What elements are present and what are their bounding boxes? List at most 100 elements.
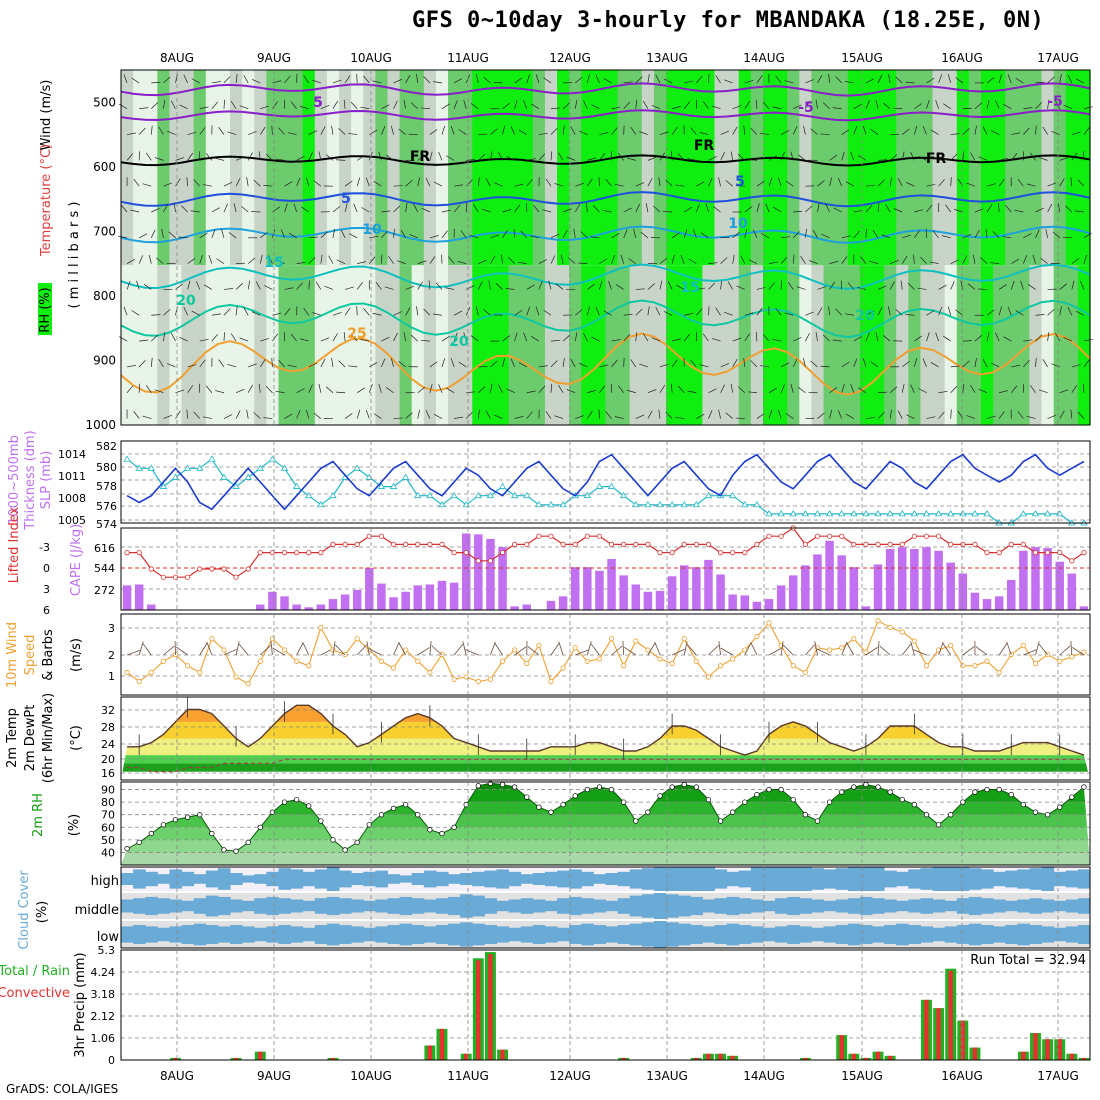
- upper-wind-barb: [186, 177, 188, 187]
- upper-wind-barb: [938, 390, 948, 394]
- upper-wind-barb: [877, 179, 885, 187]
- upper-wind-barb: [151, 102, 158, 109]
- cloud-cell: [351, 873, 364, 885]
- cape-bar: [328, 599, 338, 610]
- rh-cell-upper: [932, 70, 946, 266]
- upper-wind-barb: [235, 283, 243, 290]
- upper-wind-barb: [1002, 236, 1012, 239]
- upper-wind-barb: [787, 281, 794, 290]
- upper-wind-barb: [817, 180, 825, 187]
- upper-wind-barb: [191, 310, 200, 316]
- wind-barb: [514, 646, 527, 656]
- upper-wind-barb: [514, 204, 521, 213]
- cloud-cell: [762, 927, 776, 942]
- thickness-point: [414, 491, 422, 499]
- ylabel-1000-500mb: 1000~500mb: [7, 435, 22, 525]
- cloud-cell: [884, 899, 897, 913]
- upper-wind-barb: [284, 75, 291, 84]
- upper-wind-barb: [393, 228, 395, 238]
- rh2m-point: [596, 784, 603, 790]
- upper-wind-barb: [990, 262, 1000, 264]
- temp-tick-16: 16: [101, 767, 115, 780]
- upper-wind-barb: [702, 333, 709, 342]
- rh-cell-upper: [557, 70, 570, 266]
- cape-bar: [910, 548, 919, 610]
- rh2m-point: [681, 781, 687, 788]
- cloud-cell: [871, 898, 885, 914]
- wind-speed-point: [984, 658, 990, 664]
- wind-barb: [238, 644, 249, 656]
- upper-wind-barb: [805, 228, 807, 238]
- upper-wind-barb: [533, 204, 540, 213]
- rh2m-point: [875, 784, 881, 790]
- wind-speed-point: [257, 658, 263, 664]
- upper-wind-barb: [343, 99, 346, 109]
- rh-band-2: [121, 827, 1090, 840]
- wind-barb: [654, 641, 661, 656]
- cape-bar: [1043, 548, 1052, 610]
- upper-wind-barb: [193, 179, 200, 187]
- upper-wind-barb: [750, 127, 758, 135]
- upper-wind-barb: [373, 413, 382, 419]
- upper-wind-barb: [235, 410, 241, 419]
- rh-cell-upper: [1005, 70, 1018, 266]
- cloud-cell: [242, 900, 255, 912]
- upper-wind-barb: [163, 309, 171, 316]
- upper-wind-barb: [962, 360, 970, 368]
- upper-wind-barb: [175, 157, 185, 161]
- isotherm-25: [120, 332, 1091, 396]
- thickness-point: [922, 510, 931, 517]
- thickness-point: [971, 510, 979, 517]
- cloud-cell: [278, 868, 292, 890]
- lifted-index-point: [185, 574, 191, 580]
- upper-wind-barb: [955, 309, 964, 316]
- wind-barb: [1038, 643, 1048, 656]
- thickness-tick-580: 580: [96, 461, 117, 474]
- upper-wind-barb: [514, 99, 518, 109]
- upper-wind-barb: [481, 208, 491, 213]
- upper-wind-barb: [320, 254, 323, 264]
- upper-wind-barb: [841, 129, 850, 135]
- upper-wind-barb: [514, 332, 518, 342]
- upper-wind-barb: [926, 100, 930, 109]
- wind-speed-point: [948, 642, 954, 649]
- cloud-cell: [920, 898, 934, 914]
- upper-wind-barb: [850, 384, 855, 393]
- upper-wind-barb: [230, 100, 237, 109]
- upper-wind-barb: [490, 383, 493, 393]
- wind-barb: [138, 641, 144, 656]
- rh2m-point: [778, 786, 784, 793]
- rh-cell-upper: [399, 70, 413, 266]
- rh2m-point: [705, 796, 712, 803]
- upper-wind-barb: [950, 153, 958, 161]
- upper-wind-barb: [193, 411, 200, 419]
- upper-wind-barb: [344, 180, 353, 187]
- wind-barb: [1059, 645, 1071, 656]
- cloud-cell: [326, 923, 340, 946]
- lifted-index-point: [657, 549, 663, 556]
- upper-wind-barb: [235, 178, 241, 187]
- rh-cell-upper: [1017, 70, 1031, 266]
- cloud-cell: [411, 898, 425, 914]
- cloud-cell: [847, 898, 861, 914]
- upper-wind-barb: [635, 76, 643, 84]
- upper-wind-barb: [248, 363, 257, 368]
- cloud-cell: [557, 898, 570, 914]
- cloud-cell: [157, 898, 170, 914]
- cloud-cell: [435, 871, 449, 887]
- cloud-cell: [1041, 899, 1055, 913]
- ylabel-cape: CAPE (J/kg): [69, 524, 84, 596]
- wind-speed-point: [233, 674, 239, 680]
- thickness-point: [668, 501, 676, 508]
- thickness-point: [317, 501, 325, 508]
- upper-wind-barb: [205, 385, 213, 393]
- upper-wind-barb: [235, 388, 245, 394]
- rh-cell-lower: [472, 265, 485, 425]
- upper-wind-barb: [170, 332, 176, 342]
- upper-wind-barb: [460, 230, 467, 239]
- cape-bar: [764, 599, 774, 610]
- cloud-cell: [423, 899, 437, 913]
- cloud-tick-low: low: [97, 930, 120, 945]
- upper-wind-barb: [191, 78, 200, 84]
- upper-wind-barb: [653, 205, 661, 213]
